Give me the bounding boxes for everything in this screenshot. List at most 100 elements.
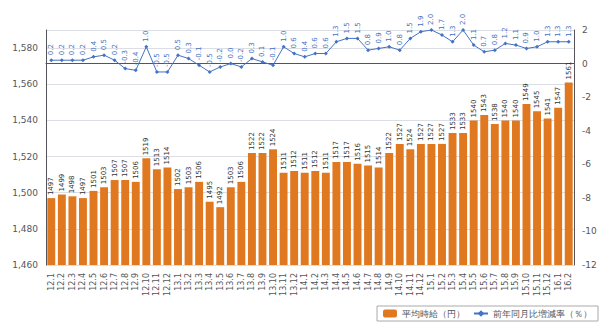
svg-text:1517: 1517 bbox=[332, 141, 340, 159]
svg-text:1538: 1538 bbox=[491, 103, 499, 121]
svg-text:12.6: 12.6 bbox=[100, 273, 109, 291]
svg-text:1522: 1522 bbox=[385, 132, 393, 150]
svg-text:1540: 1540 bbox=[470, 100, 478, 118]
svg-text:1,580: 1,580 bbox=[12, 43, 38, 53]
svg-text:15.1: 15.1 bbox=[427, 273, 436, 291]
svg-text:1511: 1511 bbox=[280, 152, 288, 170]
svg-text:2.0: 2.0 bbox=[427, 14, 435, 25]
svg-text:-12: -12 bbox=[582, 260, 597, 270]
svg-text:1.5: 1.5 bbox=[354, 22, 362, 33]
svg-text:-8: -8 bbox=[582, 193, 591, 203]
svg-text:1515: 1515 bbox=[364, 145, 372, 163]
svg-text:1492: 1492 bbox=[216, 186, 224, 204]
svg-text:1,540: 1,540 bbox=[12, 115, 38, 125]
svg-text:0.9: 0.9 bbox=[375, 32, 383, 43]
svg-text:1,480: 1,480 bbox=[12, 224, 38, 234]
svg-text:14.1: 14.1 bbox=[300, 273, 309, 291]
svg-text:平均時給（円）: 平均時給（円） bbox=[402, 309, 465, 319]
svg-text:14.10: 14.10 bbox=[395, 273, 404, 296]
svg-text:12.9: 12.9 bbox=[131, 273, 140, 291]
svg-text:1511: 1511 bbox=[322, 152, 330, 170]
svg-text:1524: 1524 bbox=[269, 128, 277, 146]
svg-text:1527: 1527 bbox=[438, 123, 446, 141]
svg-text:13.7: 13.7 bbox=[237, 273, 246, 291]
svg-text:1514: 1514 bbox=[163, 146, 171, 164]
svg-text:1.1: 1.1 bbox=[470, 29, 478, 40]
svg-text:14.12: 14.12 bbox=[416, 273, 425, 296]
svg-text:1499: 1499 bbox=[58, 174, 66, 192]
svg-text:1.7: 1.7 bbox=[438, 19, 446, 30]
svg-text:1497: 1497 bbox=[47, 177, 55, 195]
svg-text:1,560: 1,560 bbox=[12, 79, 38, 89]
svg-text:0.8: 0.8 bbox=[364, 34, 372, 45]
svg-text:0.4: 0.4 bbox=[301, 40, 309, 52]
svg-text:14.6: 14.6 bbox=[353, 273, 362, 291]
svg-text:1527: 1527 bbox=[427, 123, 435, 141]
svg-text:1506: 1506 bbox=[237, 160, 245, 178]
svg-text:0.5: 0.5 bbox=[100, 39, 108, 50]
svg-text:1503: 1503 bbox=[185, 166, 193, 184]
svg-text:16.1: 16.1 bbox=[554, 273, 563, 291]
svg-text:1.9: 1.9 bbox=[417, 16, 425, 27]
svg-text:前年同月比増減率（％）: 前年同月比増減率（％） bbox=[493, 309, 592, 319]
svg-text:12.3: 12.3 bbox=[68, 273, 77, 291]
svg-text:15.9: 15.9 bbox=[511, 273, 520, 291]
svg-text:12.2: 12.2 bbox=[57, 273, 66, 291]
svg-text:1.3: 1.3 bbox=[332, 26, 340, 37]
svg-text:1533: 1533 bbox=[459, 112, 467, 130]
svg-text:12.10: 12.10 bbox=[142, 273, 151, 296]
svg-text:14.3: 14.3 bbox=[321, 273, 330, 291]
svg-text:14.4: 14.4 bbox=[332, 273, 341, 291]
svg-text:-0.2: -0.2 bbox=[216, 48, 224, 62]
svg-text:1,460: 1,460 bbox=[12, 260, 38, 270]
svg-text:1512: 1512 bbox=[311, 150, 319, 168]
svg-text:15.7: 15.7 bbox=[490, 273, 499, 291]
svg-text:1501: 1501 bbox=[90, 170, 98, 188]
svg-text:12.5: 12.5 bbox=[89, 273, 98, 291]
svg-text:-0.3: -0.3 bbox=[121, 50, 129, 64]
svg-text:1.1: 1.1 bbox=[512, 29, 520, 40]
svg-text:0.7: 0.7 bbox=[480, 36, 488, 47]
svg-text:0: 0 bbox=[582, 59, 588, 69]
svg-text:12.1: 12.1 bbox=[47, 273, 56, 291]
svg-text:1.0: 1.0 bbox=[385, 31, 393, 42]
svg-text:15.2: 15.2 bbox=[438, 273, 447, 291]
svg-text:0.3: 0.3 bbox=[248, 42, 256, 53]
svg-text:0.1: 0.1 bbox=[258, 46, 266, 57]
svg-text:1502: 1502 bbox=[174, 168, 182, 186]
svg-text:1519: 1519 bbox=[142, 138, 150, 156]
svg-text:15.5: 15.5 bbox=[469, 273, 478, 291]
svg-text:14.7: 14.7 bbox=[364, 273, 373, 291]
svg-text:1516: 1516 bbox=[354, 142, 362, 160]
svg-text:13.1: 13.1 bbox=[174, 273, 183, 291]
svg-text:-0.5: -0.5 bbox=[206, 53, 214, 67]
svg-text:1.5: 1.5 bbox=[343, 22, 351, 33]
svg-text:-6: -6 bbox=[582, 159, 591, 169]
svg-text:-0.5: -0.5 bbox=[153, 53, 161, 67]
svg-text:14.2: 14.2 bbox=[311, 273, 320, 291]
svg-text:2: 2 bbox=[582, 25, 588, 35]
svg-text:13.8: 13.8 bbox=[247, 273, 256, 291]
svg-text:1517: 1517 bbox=[343, 141, 351, 159]
svg-text:1522: 1522 bbox=[248, 132, 256, 150]
svg-text:15.3: 15.3 bbox=[448, 273, 457, 291]
svg-text:1524: 1524 bbox=[406, 128, 414, 146]
svg-text:14.11: 14.11 bbox=[406, 273, 415, 296]
svg-text:15.12: 15.12 bbox=[543, 273, 552, 296]
svg-text:12.12: 12.12 bbox=[163, 273, 172, 296]
svg-text:13.10: 13.10 bbox=[269, 273, 278, 296]
svg-text:13.3: 13.3 bbox=[195, 273, 204, 291]
svg-text:1527: 1527 bbox=[396, 123, 404, 141]
svg-text:0.6: 0.6 bbox=[322, 37, 330, 49]
svg-text:12.8: 12.8 bbox=[121, 273, 130, 291]
svg-text:1547: 1547 bbox=[554, 87, 562, 105]
svg-text:-0.1: -0.1 bbox=[195, 47, 203, 61]
svg-text:1.0: 1.0 bbox=[142, 31, 150, 42]
svg-text:1.0: 1.0 bbox=[280, 31, 288, 42]
svg-text:0.0: 0.0 bbox=[227, 47, 235, 58]
svg-text:1,500: 1,500 bbox=[12, 188, 38, 198]
svg-text:12.7: 12.7 bbox=[110, 273, 119, 291]
svg-text:1506: 1506 bbox=[132, 160, 140, 178]
svg-text:14.9: 14.9 bbox=[385, 273, 394, 291]
svg-text:0.6: 0.6 bbox=[290, 37, 298, 49]
